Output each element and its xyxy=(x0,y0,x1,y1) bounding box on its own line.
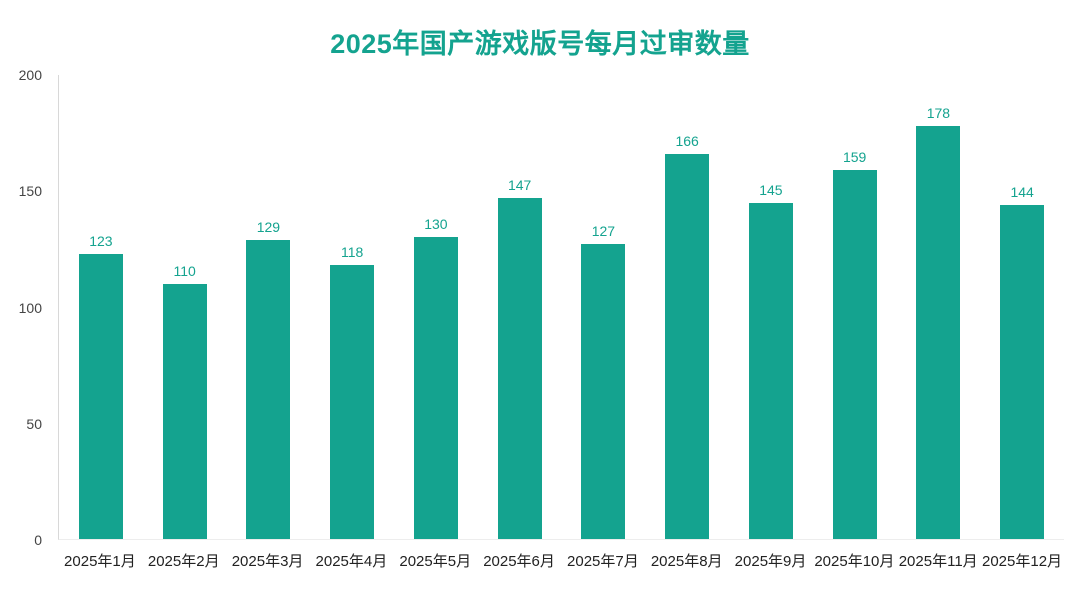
bar xyxy=(916,126,961,539)
y-tick-label: 0 xyxy=(34,532,42,548)
bar xyxy=(78,253,123,539)
x-tick-label: 2025年4月 xyxy=(315,553,388,570)
bar-slot: 123 xyxy=(59,75,143,539)
x-tick-label: 2025年7月 xyxy=(567,553,639,570)
x-tick-label: 2025年2月 xyxy=(147,553,220,570)
plot-area: 123 110 129 118 130 147 127 166 145 159 178 144 xyxy=(58,75,1064,540)
x-axis-labels: 2025年1月 2025年2月 2025年3月 2025年4月 2025年5月 2025年… xyxy=(58,550,1064,570)
bar-slot: 110 xyxy=(143,75,227,539)
x-tick-label: 2025年5月 xyxy=(399,553,472,570)
bar xyxy=(497,197,542,539)
x-tick-label: 2025年3月 xyxy=(231,553,304,570)
bar-slot: 159 xyxy=(813,75,897,539)
bar-value-label: 110 xyxy=(173,262,196,279)
bar xyxy=(748,202,793,539)
bar xyxy=(665,153,710,539)
bar-slot: 129 xyxy=(227,75,311,539)
y-tick-label: 50 xyxy=(26,415,42,432)
y-axis-labels: 0 50 100 150 200 xyxy=(0,68,46,547)
bar xyxy=(1000,204,1045,539)
bar-slot: 145 xyxy=(729,75,813,539)
bar xyxy=(246,239,291,539)
bar-slot: 144 xyxy=(980,75,1064,539)
bar-slot: 130 xyxy=(394,75,478,539)
x-tick-label: 2025年1月 xyxy=(64,553,136,570)
bar xyxy=(162,283,207,539)
bar-value-label: 166 xyxy=(675,132,699,149)
x-tick-label: 2025年8月 xyxy=(650,553,723,570)
bar xyxy=(413,237,458,539)
bar-slot: 127 xyxy=(562,75,646,539)
bar xyxy=(832,170,877,539)
bar-value-label: 159 xyxy=(842,149,867,166)
bar-value-label: 147 xyxy=(507,176,532,193)
bar-value-label: 178 xyxy=(926,105,951,122)
x-tick-label: 2025年10月 xyxy=(814,553,895,570)
bar-value-label: 123 xyxy=(89,232,113,249)
bar-slot: 166 xyxy=(645,75,729,539)
y-tick-label: 150 xyxy=(18,183,42,200)
bar-value-label: 130 xyxy=(424,216,448,233)
y-tick-label: 200 xyxy=(18,67,42,83)
x-tick-label: 2025年6月 xyxy=(483,553,555,570)
chart-title: 2025年国产游戏版号每月过审数量 xyxy=(330,29,750,59)
y-tick-label: 100 xyxy=(18,299,42,316)
bar xyxy=(581,244,626,539)
bar-value-label: 127 xyxy=(591,223,616,240)
bar-slot: 178 xyxy=(897,75,981,539)
x-tick-label: 2025年9月 xyxy=(734,553,807,570)
bars: 123 110 129 118 130 147 127 166 145 159 178 144 xyxy=(59,75,1064,539)
x-tick-label: 2025年12月 xyxy=(981,553,1063,570)
bar-slot: 118 xyxy=(310,75,394,539)
bar-value-label: 144 xyxy=(1010,183,1034,200)
bar-value-label: 129 xyxy=(256,218,281,235)
bar-slot: 147 xyxy=(478,75,562,539)
x-tick-label: 2025年11月 xyxy=(898,553,978,570)
bar-value-label: 118 xyxy=(340,244,364,261)
bar xyxy=(330,265,375,539)
bar-value-label: 145 xyxy=(759,181,783,198)
